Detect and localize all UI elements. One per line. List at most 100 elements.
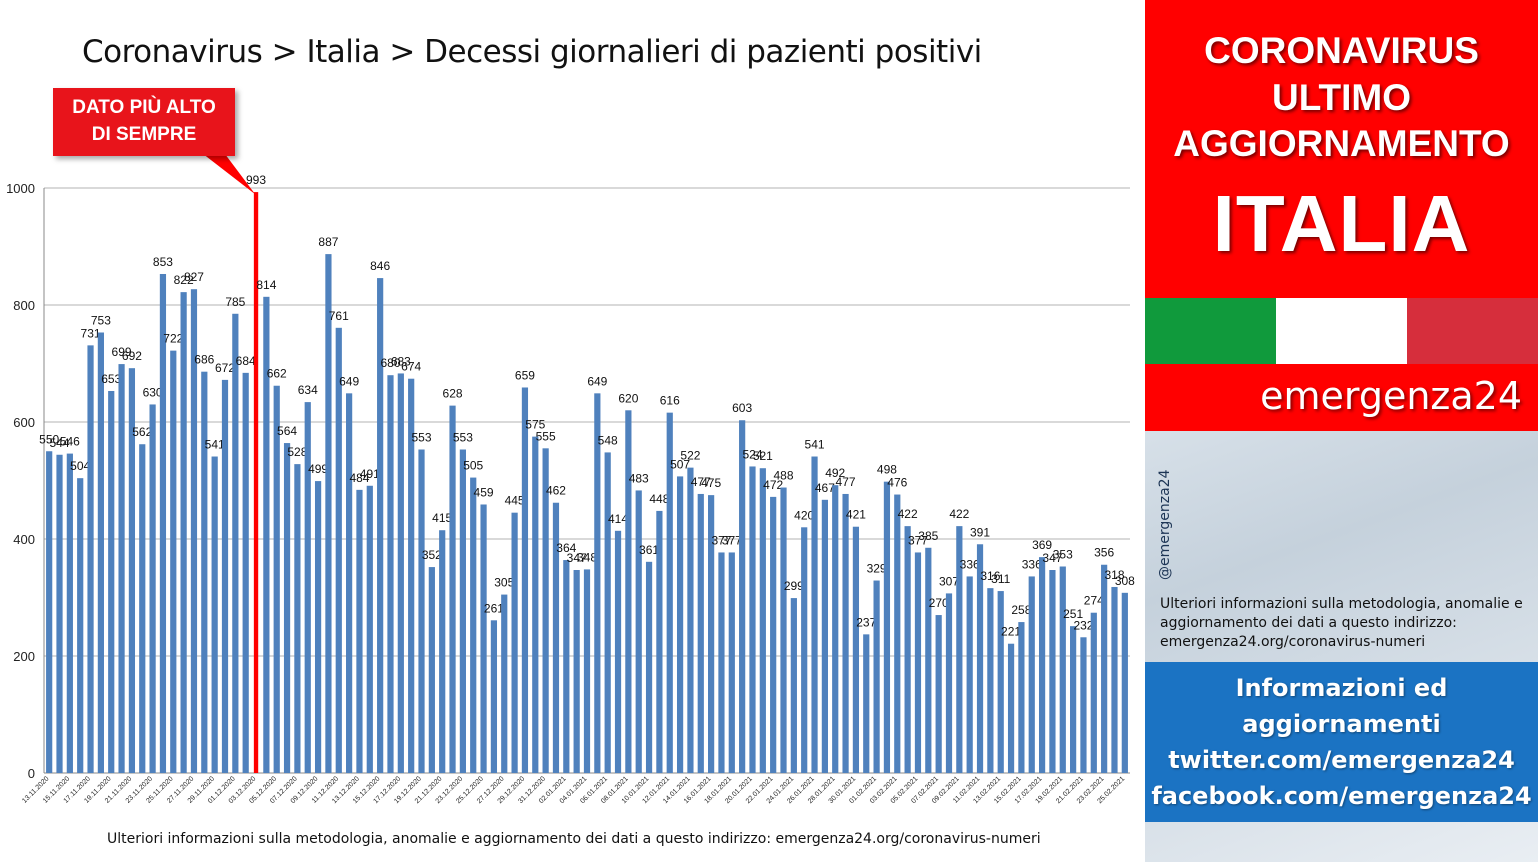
footnote: Ulteriori informazioni sulla metodologia… — [107, 831, 1041, 847]
data-label: 528 — [287, 445, 307, 459]
data-label: 630 — [143, 385, 163, 399]
data-label: 445 — [505, 494, 525, 508]
bar — [521, 387, 529, 773]
info-line-2: aggiornamenti — [1242, 710, 1441, 738]
bar — [470, 477, 477, 773]
flag-stripe-red — [1407, 298, 1538, 364]
data-label: 237 — [856, 615, 876, 629]
bar — [439, 530, 446, 773]
facebook-link[interactable]: facebook.com/emergenza24 — [1151, 782, 1532, 810]
data-label: 753 — [91, 313, 111, 327]
bar — [294, 464, 301, 773]
side-note: Ulteriori informazioni sulla metodologia… — [1160, 596, 1523, 650]
data-label: 662 — [267, 367, 287, 381]
bar — [232, 313, 239, 773]
data-label: 305 — [494, 576, 514, 590]
bar — [273, 385, 280, 773]
bar — [718, 552, 725, 773]
bar — [459, 449, 466, 773]
data-label: 686 — [194, 353, 214, 367]
bar — [614, 530, 622, 773]
bar — [1090, 612, 1097, 773]
brand-bar: emergenza24 — [1145, 364, 1538, 431]
data-label: 352 — [422, 548, 442, 562]
data-label: 699 — [112, 345, 132, 359]
bar — [966, 576, 973, 773]
data-label: 364 — [556, 541, 576, 555]
bar — [180, 292, 187, 773]
y-tick-label: 1000 — [6, 181, 35, 196]
bar — [211, 456, 218, 773]
data-label: 564 — [277, 424, 297, 438]
bar — [335, 327, 342, 773]
data-label: 369 — [1032, 538, 1052, 552]
bar — [676, 476, 684, 773]
data-label: 628 — [443, 387, 463, 401]
data-label: 477 — [836, 475, 856, 489]
bar — [739, 420, 746, 773]
data-label: 544 — [49, 436, 69, 450]
y-tick-label: 800 — [13, 298, 35, 313]
data-label: 353 — [1053, 547, 1073, 561]
twitter-link[interactable]: twitter.com/emergenza24 — [1168, 746, 1515, 774]
bar — [283, 443, 291, 773]
bar — [314, 481, 322, 773]
data-label: 683 — [391, 354, 411, 368]
chart-title: Coronavirus > Italia > Decessi giornalie… — [82, 34, 982, 70]
bar — [925, 547, 932, 773]
bar — [1080, 637, 1087, 773]
bar — [532, 436, 539, 773]
bar — [418, 449, 425, 773]
italian-flag — [1145, 298, 1538, 364]
bar — [697, 493, 704, 773]
bar — [118, 364, 125, 773]
data-label: 462 — [546, 484, 566, 498]
bar — [832, 485, 839, 773]
data-label: 692 — [122, 349, 142, 363]
data-label: 504 — [70, 459, 90, 473]
chart-area: Coronavirus > Italia > Decessi giornalie… — [6, 34, 1136, 847]
data-label: 377 — [722, 533, 742, 547]
y-tick-label: 0 — [28, 766, 35, 781]
data-label: 653 — [101, 372, 121, 386]
data-label: 522 — [680, 449, 700, 463]
bar — [1070, 626, 1077, 773]
side-panel: CORONAVIRUS ULTIMO AGGIORNAMENTO ITALIA … — [1145, 0, 1538, 862]
bar — [128, 368, 136, 773]
data-label: 347 — [1042, 551, 1062, 565]
data-label: 221 — [1001, 625, 1021, 639]
bar — [708, 495, 715, 773]
bar — [801, 527, 808, 773]
data-label: 541 — [805, 438, 825, 452]
bar — [1049, 570, 1056, 773]
data-label: 232 — [1073, 618, 1093, 632]
bar — [790, 598, 797, 773]
bar — [159, 273, 167, 773]
bar — [325, 254, 332, 774]
data-label: 722 — [163, 332, 183, 346]
bar — [480, 504, 487, 773]
bar — [811, 456, 818, 773]
bar — [687, 467, 694, 773]
bar — [604, 452, 611, 773]
data-label: 422 — [949, 507, 969, 521]
data-label: 274 — [1084, 594, 1104, 608]
bar — [863, 634, 870, 773]
bar — [170, 350, 177, 773]
data-label: 553 — [411, 430, 431, 444]
bar — [976, 544, 984, 773]
bar — [635, 490, 642, 773]
bar — [573, 570, 580, 773]
bar — [1028, 576, 1035, 773]
bar — [108, 390, 115, 773]
bar — [190, 289, 198, 773]
bar — [149, 404, 156, 773]
bar — [583, 569, 591, 773]
data-label: 553 — [453, 430, 473, 444]
bar — [449, 405, 456, 773]
data-label: 311 — [991, 572, 1010, 586]
y-tick-label: 200 — [13, 649, 35, 664]
bar — [77, 478, 84, 773]
data-label: 476 — [887, 476, 907, 490]
data-label: 421 — [846, 508, 866, 522]
